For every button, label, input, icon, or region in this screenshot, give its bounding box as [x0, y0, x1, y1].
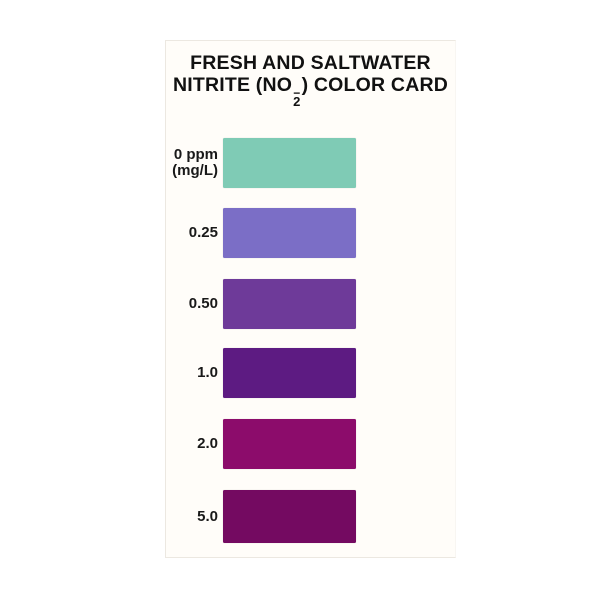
card-title-line2: NITRITE (NO −2) COLOR CARD — [166, 74, 455, 108]
swatch-label-line1: 2.0 — [197, 435, 218, 452]
card-title: FRESH AND SALTWATER NITRITE (NO −2) COLOR… — [166, 52, 455, 108]
color-swatch-50 — [223, 490, 356, 543]
card-title-line2-prefix: NITRITE (NO — [172, 74, 293, 96]
formula-subscript-2: 2 — [293, 94, 301, 109]
color-swatch-0ppm — [223, 138, 356, 188]
swatch-label-line1: 5.0 — [197, 507, 218, 525]
swatch-label: 2.0 — [166, 436, 223, 452]
color-swatch-10 — [223, 348, 356, 398]
swatch-label-line1: 0 ppm — [173, 146, 218, 163]
no2-formula-stack: −2 — [293, 86, 301, 109]
swatch-row-50: 5.0 — [166, 490, 455, 543]
swatch-label-line1: 0.50 — [188, 295, 218, 312]
color-swatch-050 — [223, 279, 356, 329]
swatch-row-0ppm: 0 ppm (mg/L) — [166, 138, 455, 188]
swatch-label: 0.25 — [166, 225, 223, 241]
swatch-label-line1: 1.0 — [197, 364, 218, 381]
swatch-row-20: 2.0 — [166, 419, 455, 469]
nitrite-color-card: FRESH AND SALTWATER NITRITE (NO −2) COLOR… — [165, 40, 456, 558]
swatch-row-050: 0.50 — [166, 279, 455, 329]
card-title-line2-suffix: ) COLOR CARD — [301, 74, 449, 96]
color-swatch-025 — [223, 208, 356, 258]
swatch-label-line1: 0.25 — [188, 224, 218, 241]
swatch-label: 5.0 — [166, 507, 223, 525]
formula-charge-minus: − — [293, 86, 301, 100]
color-swatch-20 — [223, 419, 356, 469]
swatch-row-025: 0.25 — [166, 208, 455, 258]
swatch-label: 0.50 — [166, 296, 223, 312]
swatch-label: 1.0 — [166, 365, 223, 381]
swatch-label: 0 ppm (mg/L) — [166, 147, 223, 179]
swatch-row-10: 1.0 — [166, 348, 455, 398]
swatch-label-line2: (mg/L) — [172, 162, 218, 179]
card-title-line1: FRESH AND SALTWATER — [190, 52, 431, 74]
